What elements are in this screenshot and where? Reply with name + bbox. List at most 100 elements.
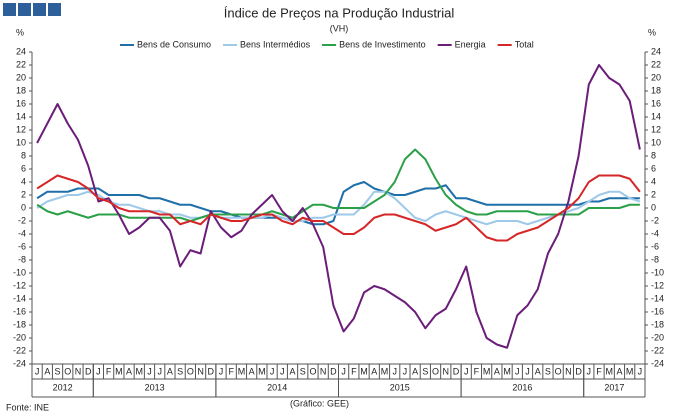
x-tick-label: S [300,366,306,376]
x-tick-label: S [545,366,551,376]
y-tick-label: -2 [18,215,26,225]
x-tick-label: O [309,366,316,376]
x-tick-label: J [157,366,162,376]
x-tick-label: A [167,366,173,376]
x-tick-label: S [422,366,428,376]
x-tick-label: J [147,366,152,376]
x-tick-label: A [249,366,255,376]
y2-tick-label: 2 [651,189,656,199]
y-tick-label: 6 [21,163,26,173]
logo-block [48,3,61,16]
x-tick-label: D [85,366,92,376]
x-tick-label: N [443,366,450,376]
x-tick-label: D [208,366,215,376]
y2-tick-label: 8 [651,150,656,160]
legend-label: Total [515,39,534,49]
x-tick-label: M [238,366,246,376]
series-line [36,174,641,242]
y-tick-label: -16 [13,306,26,316]
y2-tick-label: -2 [651,215,659,225]
legend-label: Bens Intermédios [240,39,311,49]
x-tick-label: N [75,366,82,376]
x-tick-label: J [525,366,530,376]
x-tick-label: M [503,366,511,376]
y2-tick-label: 0 [651,202,656,212]
y-tick-label: 12 [16,124,26,134]
y-tick-label: -24 [13,358,26,368]
x-tick-label: A [616,366,622,376]
y-tick-label: -20 [13,332,26,342]
x-tick-label: A [290,366,296,376]
x-tick-label: J [280,366,285,376]
logo-block [33,3,46,16]
y2-tick-label: 20 [651,72,661,82]
x-tick-label: J [341,366,346,376]
y-tick-label: 14 [16,111,26,121]
x-tick-label: F [228,366,234,376]
x-tick-label: N [320,366,327,376]
series-line [36,190,641,226]
x-tick-label: M [136,366,144,376]
y2-tick-label: -14 [651,293,664,303]
x-tick-label: D [575,366,582,376]
y2-tick-label: 4 [651,176,656,186]
x-tick-label: S [177,366,183,376]
x-tick-label: A [44,366,50,376]
x-tick-label: J [96,366,101,376]
series-line [36,181,640,226]
y-tick-label: -4 [18,228,26,238]
x-tick-label: J [587,366,592,376]
legend-label: Bens de Consumo [137,39,211,49]
y-tick-label: -14 [13,293,26,303]
x-tick-label: N [565,366,572,376]
y2-tick-label: 16 [651,98,661,108]
y2-tick-label: 24 [651,46,661,56]
y-tick-label: 10 [16,137,26,147]
y-tick-label: 8 [21,150,26,160]
y2-tick-label: -20 [651,332,664,342]
x-tick-label: J [515,366,520,376]
y2-tick-label: 18 [651,85,661,95]
y-tick-label: 20 [16,72,26,82]
y-tick-label: -18 [13,319,26,329]
year-label: 2014 [267,382,287,392]
x-tick-label: M [360,366,368,376]
y-tick-label: -22 [13,345,26,355]
x-tick-label: O [555,366,562,376]
y-tick-label: 22 [16,59,26,69]
y2-tick-label: -22 [651,345,664,355]
y-axis-label: % [16,27,24,37]
y-tick-label: 2 [21,189,26,199]
x-tick-label: F [106,366,112,376]
x-tick-label: M [626,366,634,376]
y2-axis-label: % [648,27,656,37]
y2-tick-label: 14 [651,111,661,121]
x-tick-label: S [55,366,61,376]
logo-block [18,3,31,16]
year-label: 2016 [512,382,532,392]
y2-tick-label: 12 [651,124,661,134]
y-tick-label: 18 [16,85,26,95]
x-tick-label: A [412,366,418,376]
chart-subtitle: (VH) [330,23,349,33]
x-tick-label: M [381,366,389,376]
series-line [36,64,641,349]
x-tick-label: J [392,366,397,376]
series-line [36,148,640,222]
x-tick-label: J [403,366,408,376]
x-tick-label: J [638,366,643,376]
y-tick-label: -12 [13,280,26,290]
x-tick-label: O [64,366,71,376]
y2-tick-label: -18 [651,319,664,329]
y2-tick-label: 22 [651,59,661,69]
x-tick-label: A [494,366,500,376]
legend-label: Bens de Investimento [339,39,426,49]
x-tick-label: A [535,366,541,376]
year-label: 2017 [604,382,624,392]
x-tick-label: J [270,366,275,376]
y-tick-label: 0 [21,202,26,212]
x-tick-label: F [596,366,602,376]
x-tick-label: D [330,366,337,376]
x-tick-label: D [453,366,460,376]
x-tick-label: J [464,366,469,376]
